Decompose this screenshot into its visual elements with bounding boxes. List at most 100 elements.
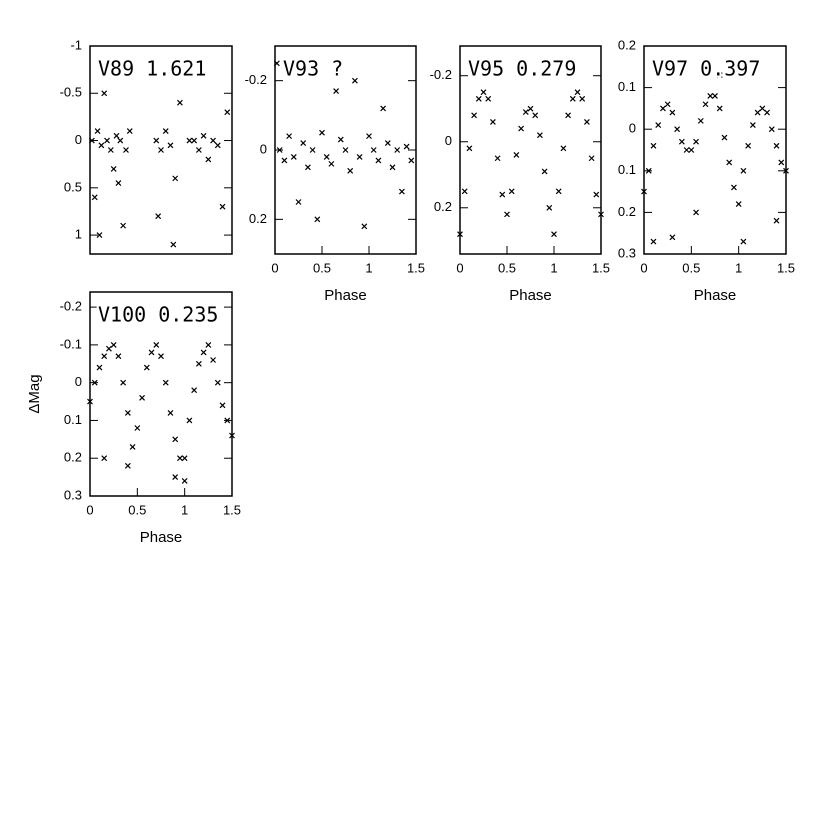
- data-point: [186, 137, 193, 144]
- data-point: [205, 341, 212, 348]
- plot-frame: [89, 45, 233, 255]
- data-point: [347, 167, 354, 174]
- data-point: [560, 145, 567, 152]
- data-point: [167, 409, 174, 416]
- data-point: [773, 142, 780, 149]
- y-tick-label: -0.5: [60, 85, 82, 100]
- data-point: [172, 474, 179, 481]
- x-tick-label: 0: [456, 260, 463, 275]
- data-point: [101, 353, 108, 360]
- x-tick-label: 1.5: [592, 260, 610, 275]
- data-point: [669, 234, 676, 241]
- data-point: [398, 188, 405, 195]
- data-point: [300, 140, 307, 146]
- x-tick-label: 1.5: [223, 502, 241, 517]
- data-point: [224, 417, 231, 424]
- data-point: [148, 349, 155, 356]
- data-point: [641, 188, 647, 195]
- data-point: [219, 203, 226, 210]
- data-point: [181, 477, 188, 484]
- data-point: [593, 191, 600, 198]
- data-point: [380, 105, 387, 112]
- data-point: [153, 137, 160, 144]
- data-point: [337, 136, 344, 143]
- data-point: [678, 138, 685, 145]
- data-point: [555, 188, 562, 195]
- data-point: [356, 154, 363, 160]
- data-point: [123, 147, 129, 153]
- y-tick-label: 0: [445, 133, 452, 148]
- data-point: [693, 138, 699, 145]
- x-axis-label: Phase: [694, 287, 737, 304]
- data-point: [583, 119, 590, 125]
- data-point: [104, 137, 110, 144]
- data-point: [522, 109, 529, 115]
- data-point: [546, 204, 553, 211]
- x-tick-label: 0.5: [682, 260, 700, 275]
- data-point: [139, 394, 145, 401]
- data-point: [205, 156, 212, 163]
- data-point: [645, 167, 652, 174]
- data-point: [375, 157, 382, 164]
- data-point: [565, 112, 572, 119]
- y-tick-label: 0: [75, 374, 82, 389]
- data-point: [466, 145, 473, 152]
- data-point: [366, 133, 372, 140]
- data-point: [697, 117, 704, 124]
- x-tick-label: 0.5: [313, 260, 331, 275]
- data-point: [158, 147, 164, 153]
- data-point: [759, 105, 766, 112]
- data-point: [167, 142, 174, 149]
- data-point: [286, 133, 293, 140]
- data-point: [707, 92, 714, 99]
- data-point: [153, 341, 160, 348]
- data-point: [98, 142, 105, 149]
- data-point: [162, 128, 169, 135]
- data-point: [110, 341, 117, 348]
- panel-title: V93 ?: [283, 57, 343, 81]
- data-point: [485, 95, 492, 102]
- data-point: [172, 175, 179, 182]
- data-point: [170, 241, 177, 248]
- data-point: [219, 402, 226, 409]
- panel-title: V89 1.621: [98, 57, 206, 81]
- y-tick-label: 0.2: [618, 204, 636, 219]
- x-tick-label: 1: [181, 502, 188, 517]
- data-point: [693, 209, 699, 216]
- data-point: [181, 455, 188, 462]
- data-point: [598, 211, 604, 218]
- panel-title: V95 0.279: [468, 57, 576, 81]
- data-point: [115, 180, 122, 187]
- data-point: [716, 105, 723, 112]
- data-point: [333, 88, 340, 94]
- y-tick-label: 0.2: [64, 450, 82, 465]
- data-point: [295, 199, 302, 205]
- y-tick-label: 0: [629, 121, 636, 136]
- data-point: [745, 142, 752, 149]
- data-point: [91, 379, 98, 386]
- y-tick-label: -0.2: [430, 67, 452, 82]
- data-point: [650, 238, 657, 245]
- y-tick-label: 0.1: [618, 79, 636, 94]
- data-point: [319, 129, 325, 136]
- y-tick-label: -1: [70, 37, 82, 52]
- data-point: [731, 184, 737, 191]
- y-tick-label: -0.1: [60, 336, 82, 351]
- data-point: [650, 142, 657, 149]
- data-point: [471, 112, 478, 119]
- y-tick-label: 1: [75, 227, 82, 242]
- data-point: [408, 157, 415, 164]
- data-point: [674, 126, 681, 133]
- data-point: [214, 379, 221, 386]
- data-point: [764, 109, 770, 116]
- data-point: [124, 409, 131, 416]
- data-point: [91, 194, 98, 201]
- data-point: [191, 137, 198, 144]
- data-point: [361, 223, 368, 230]
- data-point: [120, 379, 127, 386]
- x-tick-label: 1: [550, 260, 557, 275]
- data-point: [504, 211, 510, 218]
- data-point: [101, 455, 108, 462]
- data-point: [162, 379, 169, 386]
